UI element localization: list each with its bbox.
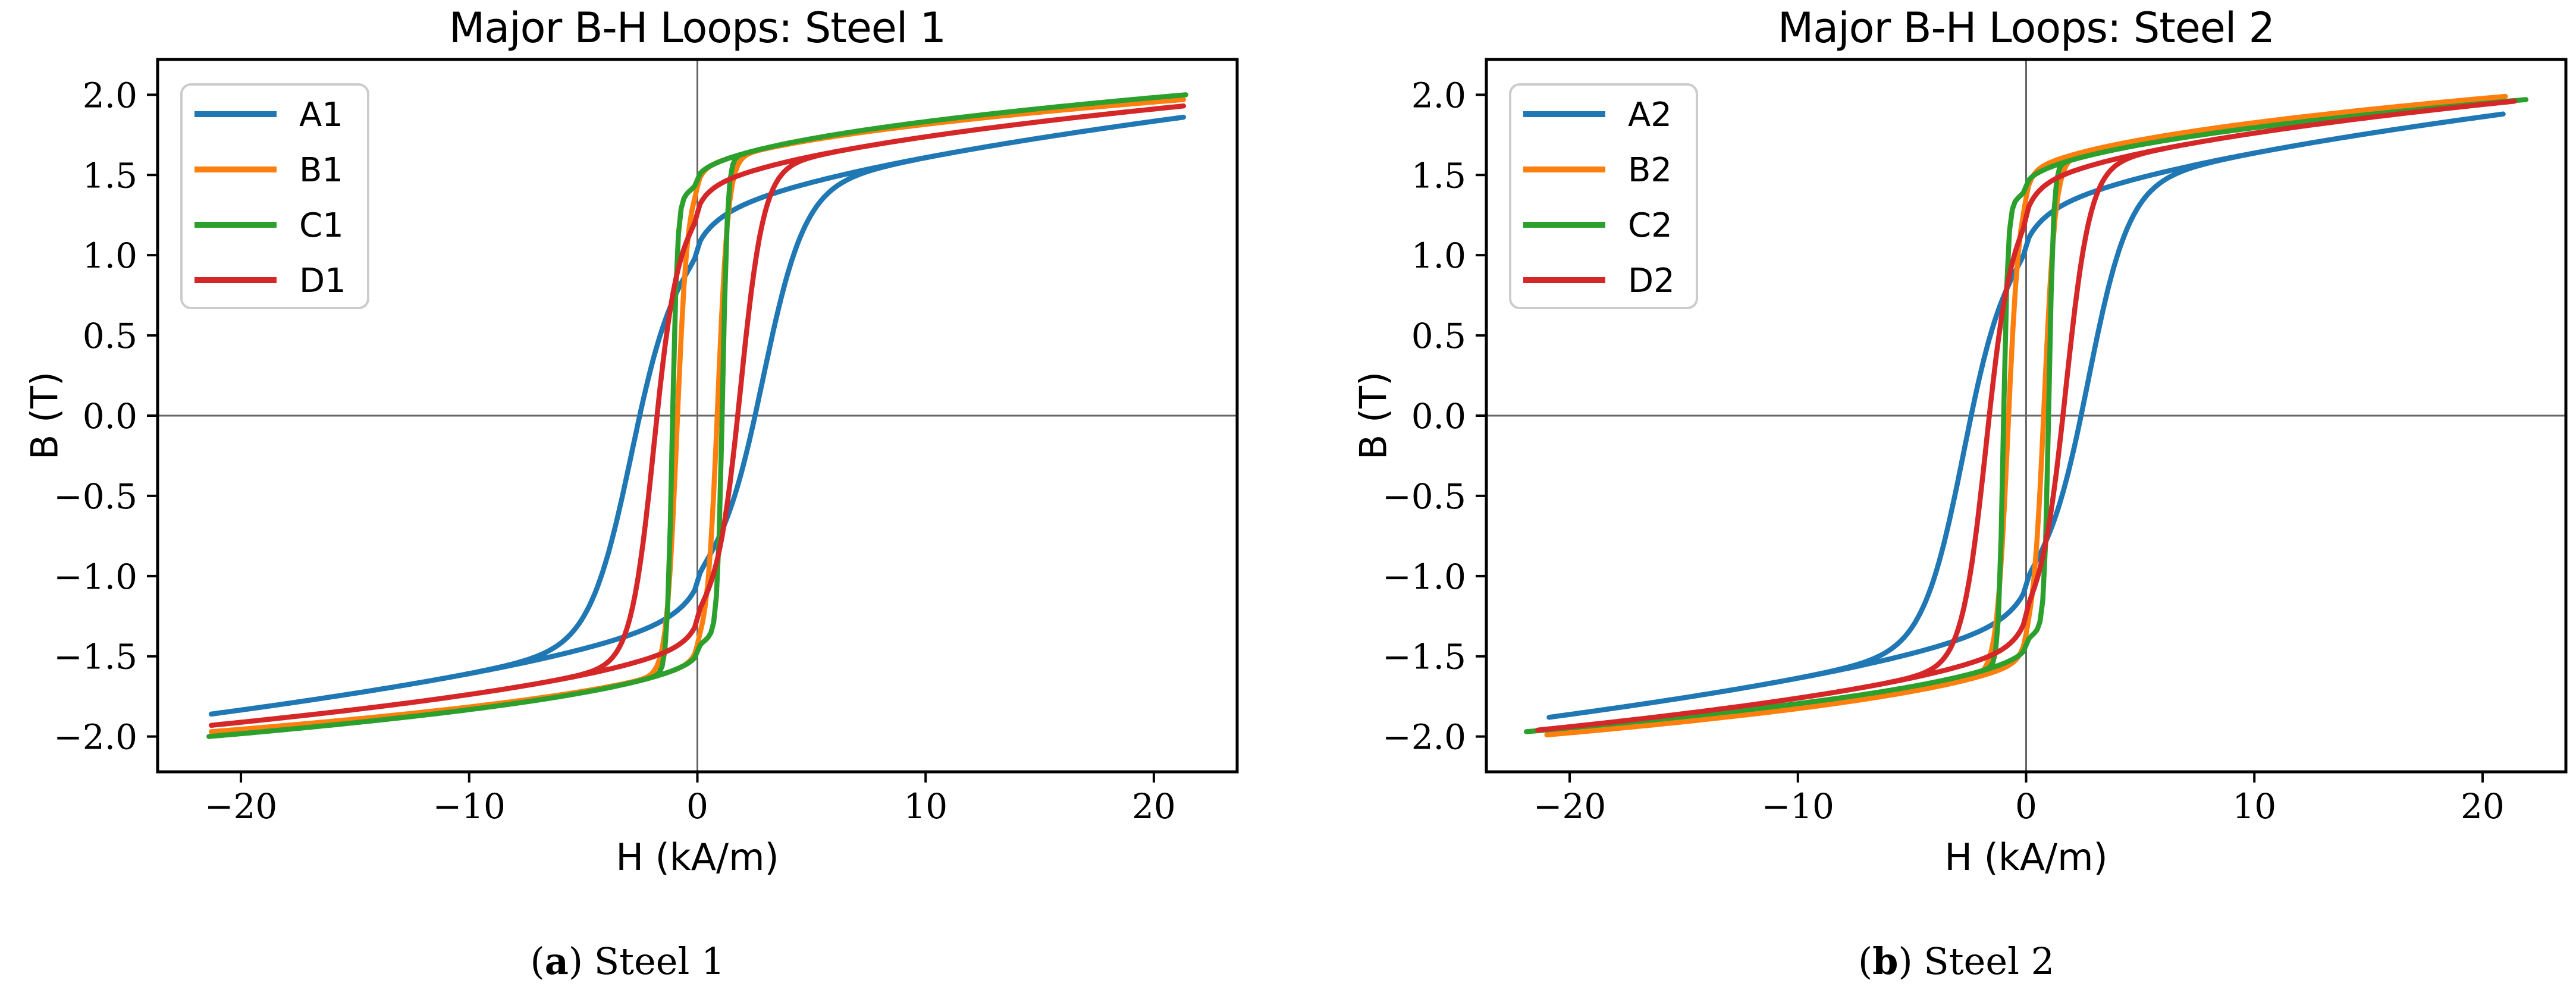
legend-label-A2: A2 [1628, 96, 1672, 134]
y-tick-label: −1.5 [54, 637, 137, 677]
caption-open-paren: ( [530, 940, 545, 983]
caption-text: Steel 2 [1924, 940, 2055, 983]
y-axis-label-steel2: B (T) [1351, 371, 1395, 460]
x-tick-label: −20 [1533, 786, 1606, 827]
y-tick-label: 1.0 [83, 235, 137, 276]
y-tick-label: 0.0 [83, 396, 137, 436]
y-tick-label: −0.5 [1382, 476, 1466, 517]
x-tick-label: 20 [1132, 786, 1176, 827]
y-tick-label: 2.0 [1411, 75, 1466, 115]
x-tick-label: 0 [686, 786, 708, 827]
y-tick-label: 0.5 [1411, 316, 1466, 356]
bh-loop-curve-A2 [1546, 111, 2506, 720]
caption-close-paren: ) [568, 940, 583, 983]
y-axis-label-steel1: B (T) [23, 371, 67, 460]
bh-loop-curve-B2 [1544, 93, 2508, 738]
y-tick-label: −1.0 [54, 557, 137, 597]
caption-letter: a [544, 940, 569, 983]
x-tick-label: −10 [433, 786, 506, 827]
legend-label-A1: A1 [299, 96, 343, 134]
caption-close-paren: ) [1898, 940, 1913, 983]
y-tick-label: −1.5 [1382, 637, 1466, 677]
y-tick-label: 1.5 [1411, 155, 1466, 196]
x-tick-label: 0 [2015, 786, 2037, 827]
bh-loop-curve-D1 [208, 103, 1187, 728]
subfigure-caption-b: (b) Steel 2 [1858, 940, 2054, 983]
x-tick-label: −20 [205, 786, 277, 827]
subfigure-caption-a: (a) Steel 1 [531, 940, 725, 983]
legend-label-B2: B2 [1628, 151, 1672, 190]
legend-label-D2: D2 [1628, 262, 1675, 300]
plot-title-steel2: Major B-H Loops: Steel 2 [1777, 4, 2275, 52]
y-tick-label: −1.0 [1382, 557, 1466, 597]
bh-loop-curve-C1 [206, 92, 1188, 739]
bh-loop-curve-A1 [208, 114, 1187, 717]
legend-box [1509, 83, 1698, 309]
y-tick-label: −2.0 [1382, 717, 1466, 758]
caption-letter: b [1872, 940, 1899, 983]
y-tick-label: 1.5 [83, 155, 137, 196]
legend-label-C1: C1 [299, 206, 344, 245]
y-tick-label: 2.0 [83, 75, 137, 115]
x-tick-label: 10 [903, 786, 947, 827]
x-tick-label: 10 [2232, 786, 2276, 827]
plot-title-steel1: Major B-H Loops: Steel 1 [448, 4, 946, 52]
y-tick-label: 0.5 [83, 316, 137, 356]
x-tick-label: −10 [1762, 786, 1834, 827]
y-tick-label: 0.0 [1411, 396, 1466, 436]
y-tick-label: −2.0 [54, 717, 137, 758]
bh-loop-curve-D2 [1535, 98, 2517, 733]
y-tick-label: −0.5 [54, 476, 137, 517]
bh-loop-curve-C2 [1523, 97, 2529, 734]
y-tick-label: 1.0 [1411, 235, 1466, 276]
legend-label-C2: C2 [1628, 206, 1673, 245]
caption-open-paren: ( [1858, 940, 1873, 983]
legend-box [180, 83, 369, 309]
x-axis-label-steel1: H (kA/m) [616, 835, 779, 879]
legend-label-B1: B1 [299, 151, 343, 190]
x-tick-label: 20 [2461, 786, 2505, 827]
caption-text: Steel 1 [594, 940, 725, 983]
legend-label-D1: D1 [299, 262, 346, 300]
x-axis-label-steel2: H (kA/m) [1944, 835, 2108, 879]
